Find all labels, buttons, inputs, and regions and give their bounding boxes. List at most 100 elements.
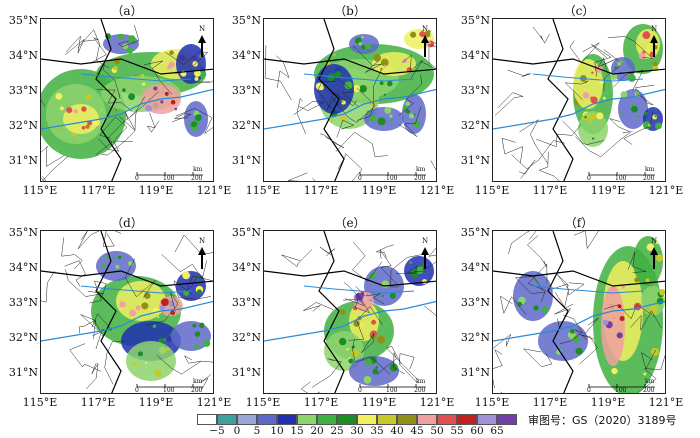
county-boundary	[376, 244, 394, 258]
radar-echo-cell	[113, 65, 118, 71]
county-boundary	[433, 42, 436, 44]
county-boundary	[536, 124, 582, 148]
legend-color-box	[217, 414, 237, 425]
latitude-label: 34°N	[8, 49, 38, 62]
legend-color-box	[197, 414, 217, 425]
county-boundary	[288, 172, 308, 181]
radar-echo-cell	[167, 64, 172, 70]
scale-bar-label: 100	[163, 175, 175, 182]
county-boundary	[651, 19, 653, 20]
legend-value-label: 10	[270, 425, 284, 437]
county-boundary	[103, 59, 121, 99]
radar-echo-cell	[373, 54, 381, 62]
county-boundary	[554, 303, 574, 329]
latitude-label: 35°N	[231, 14, 261, 27]
scale-bar-label: 200	[191, 175, 203, 182]
radar-echo-cell	[142, 82, 146, 86]
radar-echo-cell	[191, 121, 197, 128]
radar-echo-cell	[341, 100, 346, 105]
radar-echo-cell	[315, 82, 324, 91]
radar-echo-cell	[402, 105, 408, 111]
radar-echo-cell	[638, 52, 646, 60]
county-boundary	[399, 353, 418, 384]
north-label: N	[198, 237, 206, 245]
radar-echo-cell	[405, 101, 410, 107]
map-canvas	[41, 19, 213, 181]
county-boundary	[508, 231, 537, 254]
legend-color-box	[377, 414, 397, 425]
province-boundary	[264, 270, 436, 287]
radar-echo-cell	[334, 70, 342, 78]
legend-color-box	[237, 414, 257, 425]
county-boundary	[501, 137, 524, 164]
radar-echo-cell	[129, 309, 136, 317]
radar-echo-cell	[160, 100, 164, 104]
radar-echo-cell	[153, 86, 158, 91]
latitude-label: 31°N	[460, 366, 490, 379]
county-boundary	[352, 241, 383, 282]
county-boundary	[65, 35, 85, 55]
radar-echo-cell	[126, 47, 134, 54]
legend-color-box	[457, 414, 477, 425]
scale-bar-label: 200	[414, 175, 426, 182]
radar-echo-cell	[163, 338, 166, 341]
latitude-label: 32°N	[460, 119, 490, 132]
radar-echo-cell	[409, 261, 413, 264]
radar-echo-cell	[194, 114, 202, 121]
legend-value-label: 40	[390, 425, 404, 437]
county-boundary	[604, 304, 656, 320]
county-boundary	[538, 151, 560, 181]
county-boundary	[402, 54, 423, 79]
radar-echo-cell	[164, 91, 169, 96]
legend-value-label: 35	[370, 425, 384, 437]
river	[493, 88, 665, 130]
county-boundary	[311, 358, 342, 388]
radar-echo-cell	[610, 73, 618, 80]
radar-echo-cell	[415, 266, 424, 275]
county-boundary	[89, 280, 107, 304]
radar-echo	[349, 301, 379, 341]
radar-echo-cell	[387, 80, 393, 87]
longitude-label: 119°E	[590, 184, 626, 197]
county-boundary	[129, 91, 159, 118]
county-boundary	[143, 60, 173, 95]
county-boundary	[172, 113, 192, 123]
latitude-label: 31°N	[231, 154, 261, 167]
radar-echo-cell	[379, 81, 384, 86]
radar-echo-cell	[655, 240, 659, 245]
scale-bar-label: 0	[135, 387, 139, 394]
north-label: N	[650, 25, 658, 33]
county-boundary	[342, 292, 371, 314]
radar-echo-cell	[649, 304, 658, 313]
radar-echo-cell	[542, 306, 549, 313]
radar-echo-cell	[631, 105, 638, 113]
radar-echo-cell	[371, 319, 377, 325]
county-boundary	[379, 249, 400, 287]
county-boundary	[607, 36, 654, 59]
legend-value-label: 5	[253, 425, 261, 437]
province-boundary	[95, 231, 122, 393]
legend-value-label: 25	[330, 425, 344, 437]
radar-echo-cell	[176, 346, 179, 349]
longitude-label: 121°E	[648, 396, 684, 409]
county-boundary	[101, 116, 136, 156]
scale-bar-unit: km	[416, 378, 426, 385]
radar-echo-cell	[348, 358, 354, 364]
radar-echo-cell	[614, 66, 617, 69]
latitude-label: 34°N	[8, 261, 38, 274]
radar-echo-cell	[377, 117, 386, 126]
county-boundary	[627, 251, 647, 273]
north-label: N	[650, 237, 658, 245]
north-label: N	[421, 25, 429, 33]
radar-echo-cell	[370, 330, 377, 337]
north-arrow-icon	[421, 247, 429, 269]
county-boundary	[623, 111, 654, 145]
scale-bar-label: 0	[135, 175, 139, 182]
county-boundary	[332, 87, 376, 123]
panel-label: （f）	[564, 216, 594, 230]
radar-echo-cell	[636, 114, 640, 118]
radar-echo-cell	[596, 112, 604, 120]
latitude-label: 32°N	[460, 331, 490, 344]
legend-value-label: 30	[350, 425, 364, 437]
radar-echo	[126, 341, 176, 381]
